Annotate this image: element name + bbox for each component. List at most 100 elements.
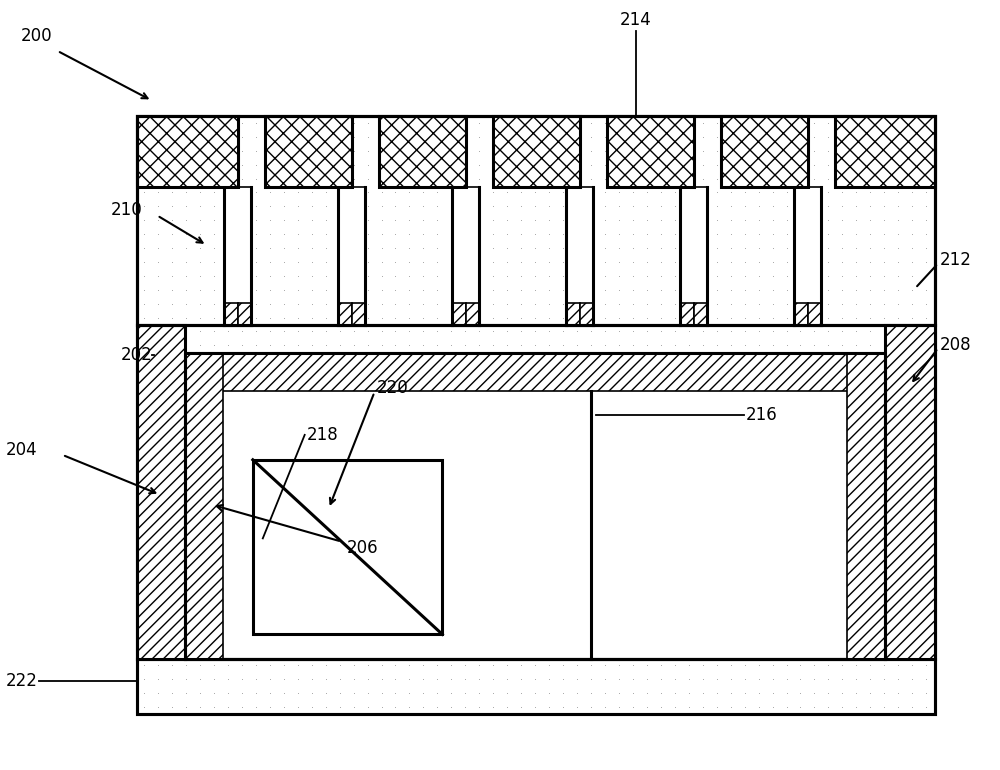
Point: [890, 325, 906, 337]
Point: [890, 687, 906, 699]
Point: [429, 577, 445, 589]
Point: [765, 298, 781, 310]
Point: [583, 228, 599, 240]
Point: [206, 618, 222, 631]
Point: [234, 381, 250, 393]
Point: [885, 175, 901, 187]
Point: [695, 423, 711, 435]
Point: [220, 450, 236, 463]
Point: [415, 423, 431, 435]
Point: [695, 325, 711, 337]
Point: [457, 423, 473, 435]
Point: [136, 437, 152, 449]
Point: [695, 409, 711, 421]
Point: [834, 673, 850, 685]
Point: [681, 381, 697, 393]
Point: [695, 479, 711, 491]
Point: [248, 367, 264, 379]
Point: [890, 214, 906, 226]
Point: [178, 145, 194, 157]
Point: [499, 130, 515, 142]
Point: [178, 200, 194, 213]
Point: [820, 284, 836, 296]
Bar: [137, 116, 238, 187]
Point: [429, 701, 445, 713]
Point: [471, 464, 487, 477]
Point: [429, 381, 445, 393]
Point: [583, 673, 599, 685]
Point: [164, 312, 180, 324]
Point: [527, 464, 543, 477]
Point: [723, 270, 739, 283]
Point: [792, 270, 808, 283]
Point: [401, 577, 417, 589]
Point: [234, 172, 250, 185]
Point: [569, 145, 585, 157]
Point: [862, 381, 878, 393]
Point: [862, 270, 878, 283]
Point: [806, 437, 822, 449]
Point: [695, 687, 711, 699]
Point: [276, 149, 292, 161]
Point: [792, 256, 808, 269]
Point: [220, 521, 236, 533]
Point: [332, 116, 348, 129]
Point: [765, 228, 781, 240]
Point: [541, 687, 557, 699]
Point: [820, 464, 836, 477]
Point: [513, 367, 529, 379]
Point: [737, 687, 753, 699]
Point: [820, 130, 836, 142]
Point: [206, 577, 222, 589]
Point: [709, 534, 725, 547]
Point: [569, 159, 585, 171]
Point: [681, 618, 697, 631]
Point: [890, 632, 906, 644]
Point: [315, 149, 331, 161]
Point: [644, 123, 660, 136]
Point: [751, 618, 767, 631]
Point: [541, 646, 557, 658]
Point: [374, 145, 390, 157]
Point: [332, 353, 348, 365]
Point: [387, 270, 403, 283]
Point: [723, 214, 739, 226]
Point: [625, 228, 641, 240]
Point: [904, 145, 920, 157]
Point: [556, 136, 572, 149]
Point: [374, 646, 390, 658]
Point: [890, 200, 906, 213]
Point: [611, 256, 627, 269]
Bar: [137, 659, 935, 715]
Point: [341, 110, 357, 122]
Point: [248, 604, 264, 617]
Point: [737, 172, 753, 185]
Point: [164, 437, 180, 449]
Point: [206, 256, 222, 269]
Point: [401, 450, 417, 463]
Point: [569, 534, 585, 547]
Point: [859, 110, 875, 122]
Point: [569, 381, 585, 393]
Point: [792, 395, 808, 407]
Point: [499, 172, 515, 185]
Point: [597, 618, 613, 631]
Point: [737, 395, 753, 407]
Point: [166, 379, 182, 391]
Point: [192, 673, 208, 685]
Point: [653, 646, 669, 658]
Point: [429, 618, 445, 631]
Point: [429, 172, 445, 185]
Point: [737, 298, 753, 310]
Point: [784, 136, 800, 149]
Point: [166, 616, 182, 628]
Point: [625, 701, 641, 713]
Point: [304, 701, 320, 713]
Point: [820, 395, 836, 407]
Point: [248, 409, 264, 421]
Point: [569, 123, 585, 136]
Point: [639, 243, 655, 255]
Point: [583, 186, 599, 199]
Point: [904, 562, 920, 574]
Point: [597, 548, 613, 561]
